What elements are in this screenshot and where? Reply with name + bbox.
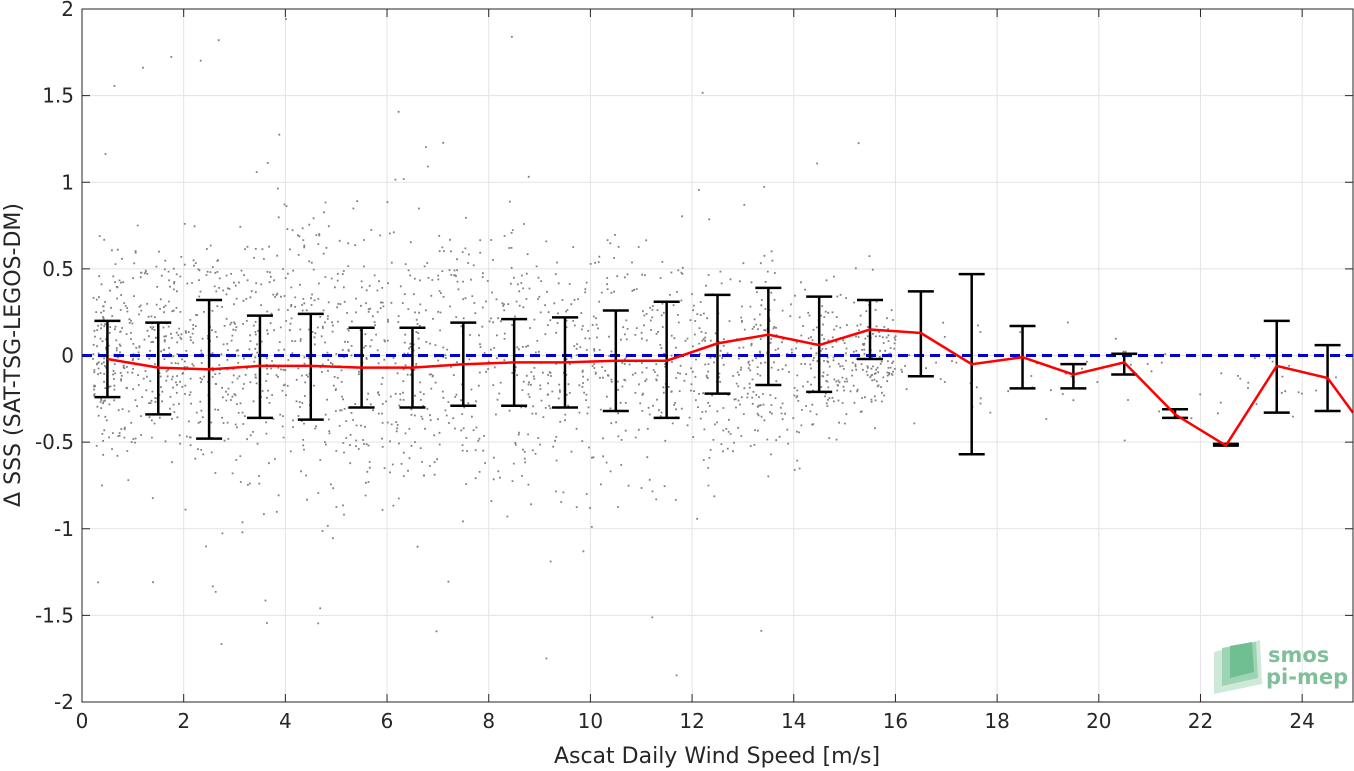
logo-wave-icon-front bbox=[1230, 642, 1254, 678]
x-tick-label: 8 bbox=[482, 709, 495, 733]
x-tick-label: 24 bbox=[1289, 709, 1314, 733]
y-tick-label: -0.5 bbox=[35, 430, 74, 454]
y-tick-labels: 2 1.5 1 0.5 0 -0.5 -1 -1.5 -2 bbox=[35, 0, 1353, 714]
y-tick-label: 1 bbox=[61, 170, 74, 194]
x-tick-label: 16 bbox=[883, 709, 908, 733]
x-tick-label: 2 bbox=[177, 709, 190, 733]
error-bars bbox=[94, 272, 1341, 456]
x-tick-label: 14 bbox=[781, 709, 806, 733]
y-tick-label: 0.5 bbox=[42, 257, 74, 281]
y-tick-label: 1.5 bbox=[42, 84, 74, 108]
y-tick-label: -2 bbox=[54, 690, 74, 714]
y-tick-label: -1.5 bbox=[35, 603, 74, 627]
y-tick-label: 2 bbox=[61, 0, 74, 21]
x-tick-label: 12 bbox=[679, 709, 704, 733]
x-tick-label: 18 bbox=[984, 709, 1009, 733]
x-tick-label: 0 bbox=[76, 709, 89, 733]
y-tick-label: 0 bbox=[61, 344, 74, 368]
x-tick-label: 10 bbox=[578, 709, 603, 733]
x-tick-label: 4 bbox=[279, 709, 292, 733]
y-tick-label: -1 bbox=[54, 517, 74, 541]
x-tick-label: 22 bbox=[1188, 709, 1213, 733]
x-tick-labels: 0 2 4 6 8 10 12 14 16 18 20 22 24 bbox=[76, 9, 1315, 733]
mean-line bbox=[107, 328, 1354, 448]
x-axis-title: Ascat Daily Wind Speed [m/s] bbox=[554, 744, 880, 769]
x-tick-label: 6 bbox=[381, 709, 394, 733]
logo-text-smos: smos bbox=[1268, 643, 1329, 667]
x-tick-label: 20 bbox=[1086, 709, 1111, 733]
smos-pi-mep-logo: smos pi-mep bbox=[1214, 640, 1348, 694]
logo-text-pimep: pi-mep bbox=[1266, 665, 1348, 689]
mean-series-line bbox=[107, 328, 1354, 448]
y-axis-title: Δ SSS (SAT-TSG-LEGOS-DM) bbox=[1, 203, 26, 507]
